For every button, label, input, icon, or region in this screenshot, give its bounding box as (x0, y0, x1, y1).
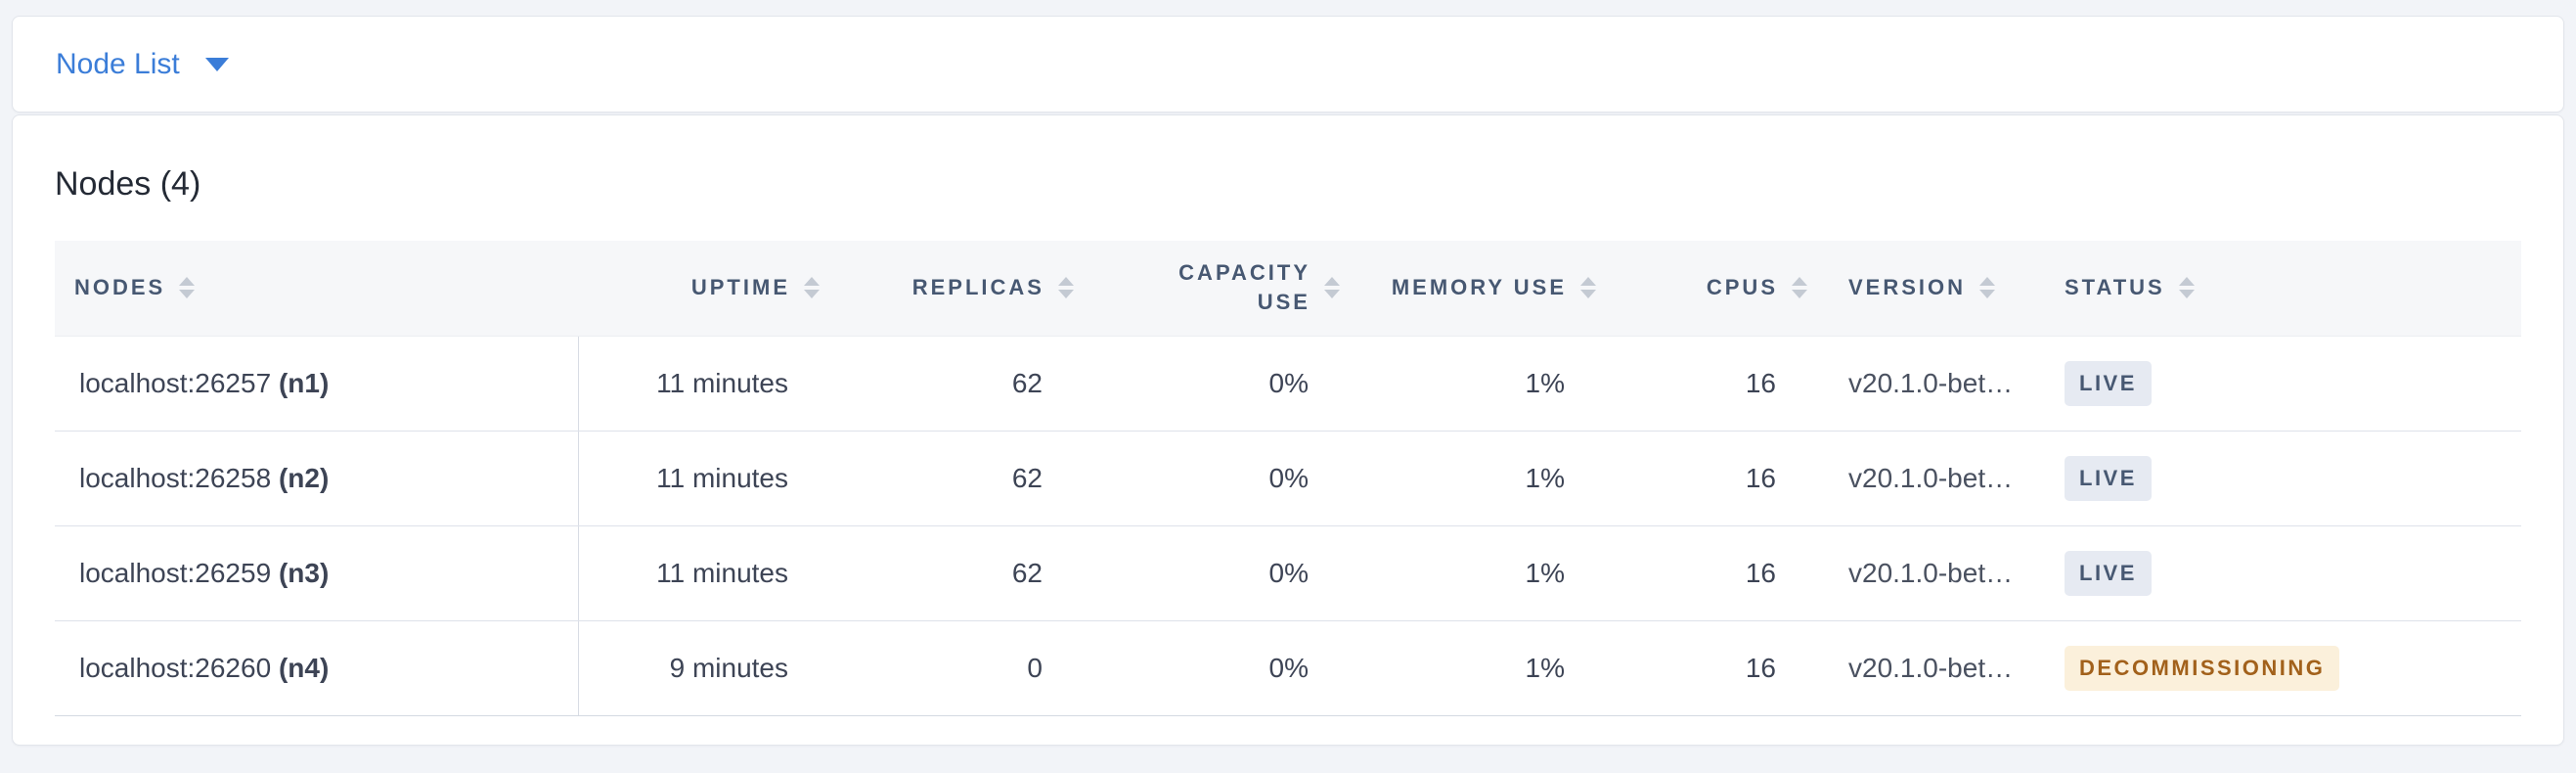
cell-status: LIVE (2045, 336, 2521, 432)
sort-icon (804, 277, 820, 299)
cell-capacity_use: 0% (1082, 336, 1348, 432)
cell-uptime: 11 minutes (578, 525, 827, 621)
table-header: Nodes Uptime Replicas Capacity Use Memory Us… (55, 241, 2521, 337)
cell-cpus: 16 (1604, 525, 1815, 621)
cell-capacity_use: 0% (1082, 431, 1348, 526)
cell-memory_use: 1% (1348, 525, 1604, 621)
cell-status: LIVE (2045, 431, 2521, 526)
cell-memory_use: 1% (1348, 336, 1604, 432)
view-selector-label: Node List (56, 47, 180, 80)
status-badge: DECOMMISSIONING (2065, 645, 2340, 691)
sort-icon (1058, 277, 1074, 299)
table-row: localhost:26258 (n2) 11 minutes 62 0% 1% 16 v2… (55, 431, 2521, 526)
node-id: (n3) (278, 557, 330, 588)
view-selector-dropdown[interactable]: Node List (56, 48, 229, 81)
header-row: Nodes Uptime Replicas Capacity Use Memory Us… (55, 241, 2521, 337)
status-badge: LIVE (2065, 360, 2152, 406)
status-badge: LIVE (2065, 455, 2152, 501)
column-header-status[interactable]: Status (2045, 241, 2521, 337)
column-label: Capacity Use (1178, 260, 1310, 315)
page-title: Nodes (4) (55, 165, 201, 203)
column-header-nodes[interactable]: Nodes (55, 241, 578, 337)
cell-version: v20.1.0-bet… (1815, 525, 2045, 621)
cell-replicas: 62 (827, 525, 1082, 621)
cell-uptime: 11 minutes (578, 431, 827, 526)
column-header-uptime[interactable]: Uptime (578, 241, 827, 337)
cell-version: v20.1.0-bet… (1815, 620, 2045, 716)
page: Node List Nodes (4) Nodes Uptime Replicas C… (12, 16, 2564, 746)
column-header-version[interactable]: Version (1815, 241, 2045, 337)
column-header-cpus[interactable]: CPUs (1604, 241, 1815, 337)
column-label: CPUs (1706, 275, 1778, 300)
cell-memory_use: 1% (1348, 431, 1604, 526)
caret-down-icon (204, 57, 229, 71)
cell-cpus: 16 (1604, 336, 1815, 432)
cell-capacity_use: 0% (1082, 620, 1348, 716)
cell-uptime: 9 minutes (578, 620, 827, 716)
sort-icon (1979, 277, 1996, 299)
cell-status: LIVE (2045, 525, 2521, 621)
node-address: localhost:26258 (79, 462, 279, 493)
sort-icon (1580, 277, 1596, 299)
cell-nodes: localhost:26260 (n4) (55, 620, 579, 716)
cell-replicas: 0 (827, 620, 1082, 716)
node-id: (n4) (278, 652, 330, 683)
column-header-capacity_use[interactable]: Capacity Use (1082, 241, 1348, 337)
column-label: Replicas (911, 275, 1044, 300)
cell-nodes: localhost:26258 (n2) (55, 431, 579, 526)
table-row: localhost:26257 (n1) 11 minutes 62 0% 1% 16 v2… (55, 336, 2521, 432)
cell-replicas: 62 (827, 431, 1082, 526)
cell-version: v20.1.0-bet… (1815, 431, 2045, 526)
column-label: Uptime (690, 275, 790, 300)
node-address: localhost:26260 (79, 652, 279, 683)
cell-uptime: 11 minutes (578, 336, 827, 432)
node-address: localhost:26259 (79, 557, 279, 588)
column-label: Nodes (74, 275, 166, 300)
cell-nodes: localhost:26257 (n1) (55, 336, 579, 432)
sort-icon (2178, 277, 2195, 299)
table-row: localhost:26260 (n4) 9 minutes 0 0% 1% 16 v20.… (55, 620, 2521, 716)
sort-icon (1324, 277, 1340, 299)
node-id: (n1) (278, 367, 330, 398)
column-label: Status (2065, 275, 2165, 300)
column-header-memory_use[interactable]: Memory Use (1348, 241, 1604, 337)
cell-status: DECOMMISSIONING (2045, 620, 2521, 716)
table-row: localhost:26259 (n3) 11 minutes 62 0% 1% 16 v2… (55, 525, 2521, 621)
column-label: Memory Use (1391, 275, 1567, 300)
cell-cpus: 16 (1604, 620, 1815, 716)
node-address: localhost:26257 (79, 367, 279, 398)
cell-nodes: localhost:26259 (n3) (55, 525, 579, 621)
cell-capacity_use: 0% (1082, 525, 1348, 621)
column-header-replicas[interactable]: Replicas (827, 241, 1082, 337)
sort-icon (1792, 277, 1807, 299)
sort-icon (179, 277, 196, 299)
cell-replicas: 62 (827, 336, 1082, 432)
node-id: (n2) (278, 462, 330, 493)
cell-memory_use: 1% (1348, 620, 1604, 716)
cell-version: v20.1.0-bet… (1815, 336, 2045, 432)
nodes-table: Nodes Uptime Replicas Capacity Use Memory Us… (55, 241, 2521, 716)
view-selector-bar: Node List (12, 16, 2564, 113)
nodes-panel: Nodes (4) Nodes Uptime Replicas Capacity Us… (12, 114, 2564, 746)
table-body: localhost:26257 (n1) 11 minutes 62 0% 1% 16 v2… (55, 336, 2521, 716)
cell-cpus: 16 (1604, 431, 1815, 526)
status-badge: LIVE (2065, 550, 2152, 596)
column-label: Version (1848, 275, 1967, 300)
